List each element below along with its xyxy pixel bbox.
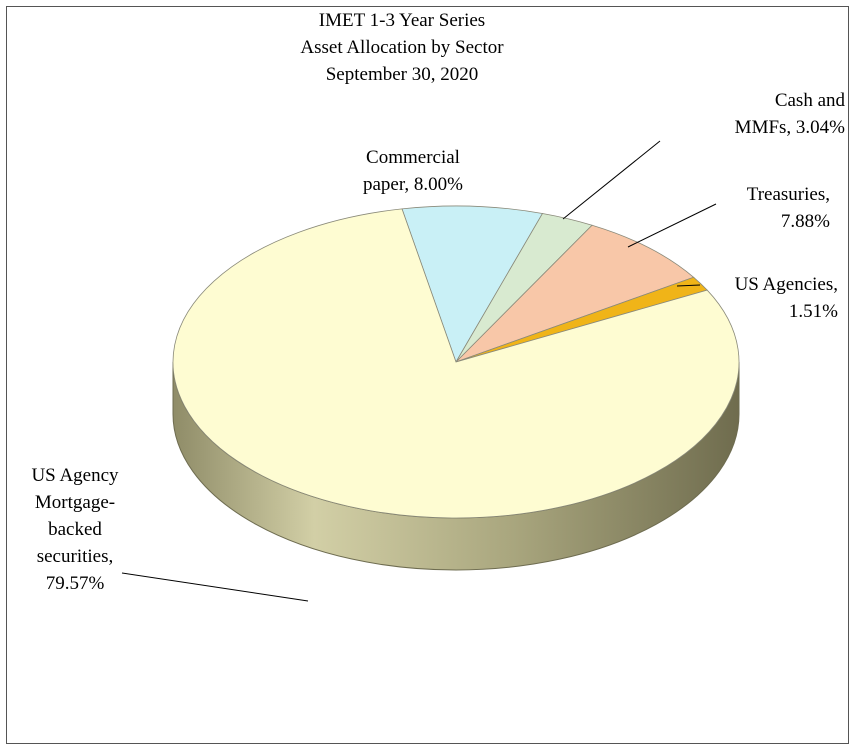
- leader-line-us-agency-mortgage-backed-securities: [121, 572, 309, 602]
- data-label-commercial-paper: paper, 8.00%: [363, 174, 463, 195]
- leader-line-cash-and-mmfs: [562, 140, 661, 220]
- data-label-us-agencies: US Agencies,: [735, 274, 838, 295]
- leader-line-us-agencies: [676, 284, 701, 287]
- slice-treasuries: [455, 224, 695, 363]
- data-label-us-agency-mortgage-backed-securities: US Agency: [31, 465, 119, 486]
- slice-commercial-paper: [401, 205, 544, 363]
- data-label-us-agency-mortgage-backed-securities: Mortgage-: [35, 492, 115, 513]
- title-line-2: Asset Allocation by Sector: [300, 37, 504, 58]
- data-label-us-agency-mortgage-backed-securities: securities,: [37, 546, 114, 567]
- leader-line-treasuries: [627, 203, 717, 248]
- chart-title: IMET 1-3 Year Series Asset Allocation by…: [300, 10, 504, 85]
- title-line-3: September 30, 2020: [326, 64, 479, 85]
- data-label-cash-and-mmfs: Cash and: [775, 90, 846, 111]
- data-label-commercial-paper: Commercial: [366, 147, 460, 168]
- data-label-us-agency-mortgage-backed-securities: backed: [48, 519, 102, 540]
- data-label-us-agencies: 1.51%: [789, 301, 838, 322]
- data-label-cash-and-mmfs: MMFs, 3.04%: [735, 117, 845, 138]
- slice-us-agency-mortgage-backed-securities: [172, 208, 740, 519]
- data-label-us-agency-mortgage-backed-securities: 79.57%: [46, 573, 105, 594]
- data-label-treasuries: 7.88%: [781, 211, 830, 232]
- title-line-1: IMET 1-3 Year Series: [319, 10, 485, 31]
- data-label-treasuries: Treasuries,: [747, 184, 830, 205]
